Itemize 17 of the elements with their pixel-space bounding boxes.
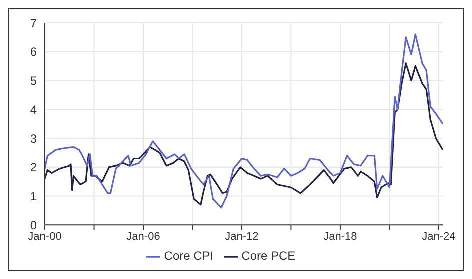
y-tick-label: 1 <box>30 190 38 204</box>
line-series <box>45 62 443 206</box>
legend-label: Core PCE <box>242 249 296 264</box>
y-tick-label: 5 <box>30 74 38 88</box>
x-tick-label: Jan-12 <box>225 230 259 243</box>
legend-label: Core CPI <box>164 249 214 264</box>
x-tick-label: Jan-06 <box>126 230 160 243</box>
x-tick-label: Jan-24 <box>422 230 456 243</box>
y-tick-label: 4 <box>30 102 38 117</box>
x-tick-label: Jan-18 <box>324 230 358 243</box>
y-tick-label: 3 <box>30 132 38 146</box>
x-tick-label: Jan-00 <box>28 230 62 243</box>
y-tick-label: 7 <box>30 16 38 30</box>
y-tick-label: 2 <box>30 160 38 175</box>
line-series <box>45 34 443 209</box>
y-tick-label: 6 <box>30 45 38 60</box>
y-tick-label: 0 <box>30 218 38 232</box>
